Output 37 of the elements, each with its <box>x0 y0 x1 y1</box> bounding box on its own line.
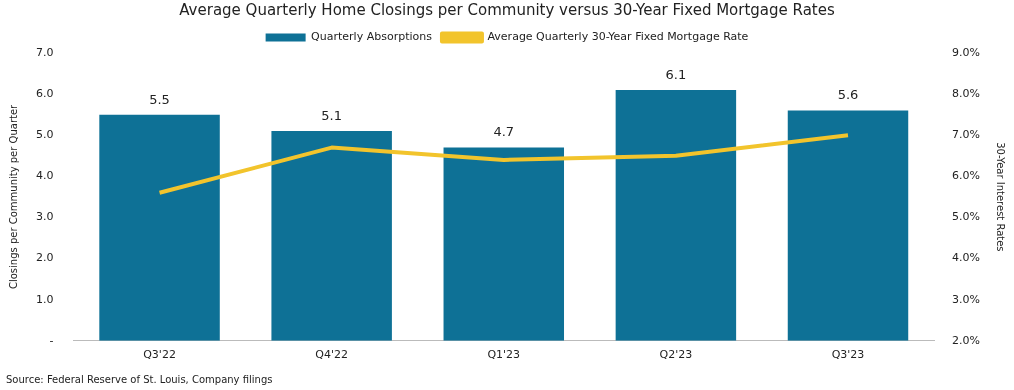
x-tick-label: Q1'23 <box>487 348 521 362</box>
data-label: 5.1 <box>321 107 343 123</box>
data-label: 5.6 <box>837 87 859 103</box>
y-tick-label: 3.0 <box>35 210 54 224</box>
bar <box>271 131 392 341</box>
chart-title: Average Quarterly Home Closings per Community versus 30-Year Fixed Mortgage Rates <box>179 0 835 19</box>
y2-tick-label: 3.0% <box>952 292 981 306</box>
data-label: 6.1 <box>665 66 687 82</box>
bar <box>99 114 220 341</box>
bar <box>443 147 565 341</box>
y2-tick-label: 2.0% <box>952 333 981 347</box>
y2-tick-label: 6.0% <box>952 169 981 183</box>
y2-tick-label: 4.0% <box>952 251 981 265</box>
data-label: 4.7 <box>493 124 515 140</box>
bar <box>615 90 737 341</box>
source-note: Source: Federal Reserve of St. Louis, Company filings <box>6 374 273 385</box>
y-axis-title: Closings per Community per Quarter <box>7 103 19 290</box>
y2-tick-label: 5.0% <box>952 210 981 224</box>
y-tick-label: 5.0 <box>35 128 54 142</box>
x-tick-label: Q2'23 <box>659 348 693 362</box>
legend-label: Quarterly Absorptions <box>311 30 433 44</box>
y-tick-label: 7.0 <box>35 45 54 59</box>
y-tick-label: 4.0 <box>35 169 54 183</box>
x-tick-label: Q4'22 <box>315 348 349 362</box>
y-tick-label: 1.0 <box>35 292 54 306</box>
y2-tick-label: 9.0% <box>952 45 981 59</box>
data-label: 5.5 <box>149 91 170 107</box>
x-tick-label: Q3'23 <box>831 348 865 362</box>
y-tick-label: 2.0 <box>35 251 54 265</box>
y-tick-label: 6.0 <box>35 86 54 100</box>
bar <box>787 110 909 341</box>
y-tick-label: - <box>49 333 54 347</box>
y2-tick-label: 7.0% <box>952 128 981 142</box>
legend-label: Average Quarterly 30-Year Fixed Mortgage Rate <box>487 30 749 44</box>
x-tick-label: Q3'22 <box>143 348 176 362</box>
y2-axis-title: 30-Year Interest Rates <box>995 142 1007 252</box>
y2-tick-label: 8.0% <box>952 86 981 100</box>
